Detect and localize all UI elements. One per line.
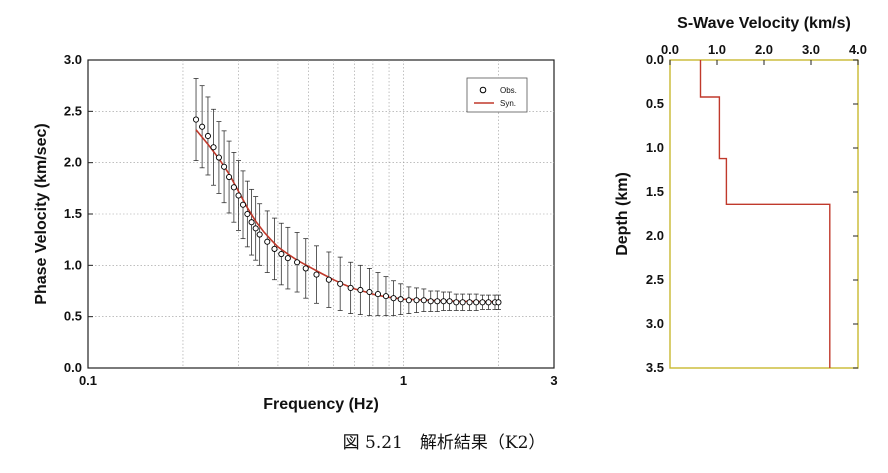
obs-point xyxy=(453,299,460,306)
left-y-tick-label: 1.0 xyxy=(64,257,82,272)
right-y-tick-label: 0.5 xyxy=(646,96,664,111)
left-y-tick-label: 0.0 xyxy=(64,360,82,375)
right-x-tick-label: 0.0 xyxy=(661,42,679,57)
obs-point xyxy=(278,250,285,258)
obs-point xyxy=(466,299,473,306)
obs-point xyxy=(302,265,309,272)
phase-velocity-chart: 0.0 0.5 1.0 1.5 2.0 2.5 3.0 0.1 1 3 Obs. Syn. Fre… xyxy=(33,52,558,413)
obs-point xyxy=(221,163,228,170)
right-x-tick-label: 3.0 xyxy=(802,42,820,57)
right-chart-title: S-Wave Velocity (km/s) xyxy=(677,15,851,32)
obs-point xyxy=(294,259,301,266)
right-y-tick-label: 2.0 xyxy=(646,228,664,243)
legend-box xyxy=(466,77,528,113)
obs-point xyxy=(485,299,492,306)
obs-point xyxy=(347,284,354,291)
right-y-tick-label: 1.0 xyxy=(646,140,664,155)
obs-point xyxy=(248,219,255,226)
right-y-tick-label: 1.5 xyxy=(646,184,664,199)
right-y-tick-label: 3.5 xyxy=(646,360,664,375)
right-y-tick-label: 3.0 xyxy=(646,316,664,331)
obs-point xyxy=(325,276,332,283)
left-y-tick-label: 0.5 xyxy=(64,309,82,324)
legend-syn-label: Syn. xyxy=(500,99,516,108)
left-y-tick-label: 1.5 xyxy=(64,206,82,221)
right-x-tick-label: 1.0 xyxy=(708,42,726,57)
obs-point xyxy=(226,173,233,181)
obs-point xyxy=(337,280,344,287)
legend-obs-label: Obs. xyxy=(500,86,517,95)
obs-point xyxy=(440,298,447,305)
obs-point xyxy=(235,192,242,199)
obs-point xyxy=(405,297,412,304)
obs-point xyxy=(244,210,251,218)
right-tick-labels: 0.0 1.0 2.0 3.0 4.0 0.0 0.5 1.0 1.5 2.0 2.5 3.0 3.5 xyxy=(646,42,867,375)
left-x-tick-label: 0.1 xyxy=(79,373,97,388)
left-x-tick-label: 3 xyxy=(550,373,557,388)
obs-point xyxy=(479,299,486,306)
obs-point xyxy=(434,298,441,305)
right-y-tick-label: 2.5 xyxy=(646,272,664,287)
obs-point xyxy=(446,298,453,305)
obs-point xyxy=(374,291,381,298)
left-x-tick-label: 1 xyxy=(400,373,407,388)
right-y-tick-label: 0.0 xyxy=(646,52,664,67)
vs-profile-line xyxy=(699,60,831,368)
obs-point xyxy=(210,144,217,151)
obs-point xyxy=(390,295,397,302)
obs-point xyxy=(239,201,247,208)
obs-point xyxy=(495,299,502,306)
obs-point xyxy=(313,271,320,278)
obs-point xyxy=(230,184,237,191)
obs-point xyxy=(427,298,434,305)
obs-point xyxy=(397,296,404,303)
obs-point xyxy=(271,245,278,252)
left-x-axis-label: Frequency (Hz) xyxy=(263,396,379,413)
obs-point xyxy=(459,299,466,306)
obs-point xyxy=(215,154,222,161)
obs-point xyxy=(264,238,271,245)
obs-point xyxy=(192,116,200,123)
obs-point xyxy=(473,299,480,306)
obs-point xyxy=(284,255,291,262)
obs-point xyxy=(413,297,420,304)
obs-point xyxy=(199,123,206,130)
right-y-axis-label: Depth (km) xyxy=(614,172,631,256)
left-y-axis-label: Phase Velocity (km/sec) xyxy=(33,123,50,304)
obs-point xyxy=(366,288,373,296)
obs-point xyxy=(382,293,390,300)
obs-point xyxy=(420,297,427,304)
figure-caption: 図 5.21 解析結果（K2） xyxy=(342,433,546,453)
obs-point xyxy=(256,231,263,238)
left-tick-labels: 0.0 0.5 1.0 1.5 2.0 2.5 3.0 0.1 1 3 xyxy=(64,52,558,388)
s-wave-velocity-chart: 0.0 1.0 2.0 3.0 4.00.00.51.01.52.02.53.03.5 … xyxy=(614,15,867,375)
obs-point xyxy=(357,286,364,294)
right-plot-frame xyxy=(669,59,859,369)
left-y-tick-label: 3.0 xyxy=(64,52,82,67)
left-y-tick-label: 2.5 xyxy=(64,103,82,118)
obs-points xyxy=(192,116,502,306)
legend-obs-marker xyxy=(479,86,487,94)
right-x-tick-label: 2.0 xyxy=(755,42,773,57)
left-y-tick-label: 2.0 xyxy=(64,155,82,170)
right-x-tick-label: 4.0 xyxy=(849,42,867,57)
obs-point xyxy=(204,132,211,140)
legend: Obs. Syn. xyxy=(466,77,528,113)
obs-point xyxy=(252,225,259,232)
